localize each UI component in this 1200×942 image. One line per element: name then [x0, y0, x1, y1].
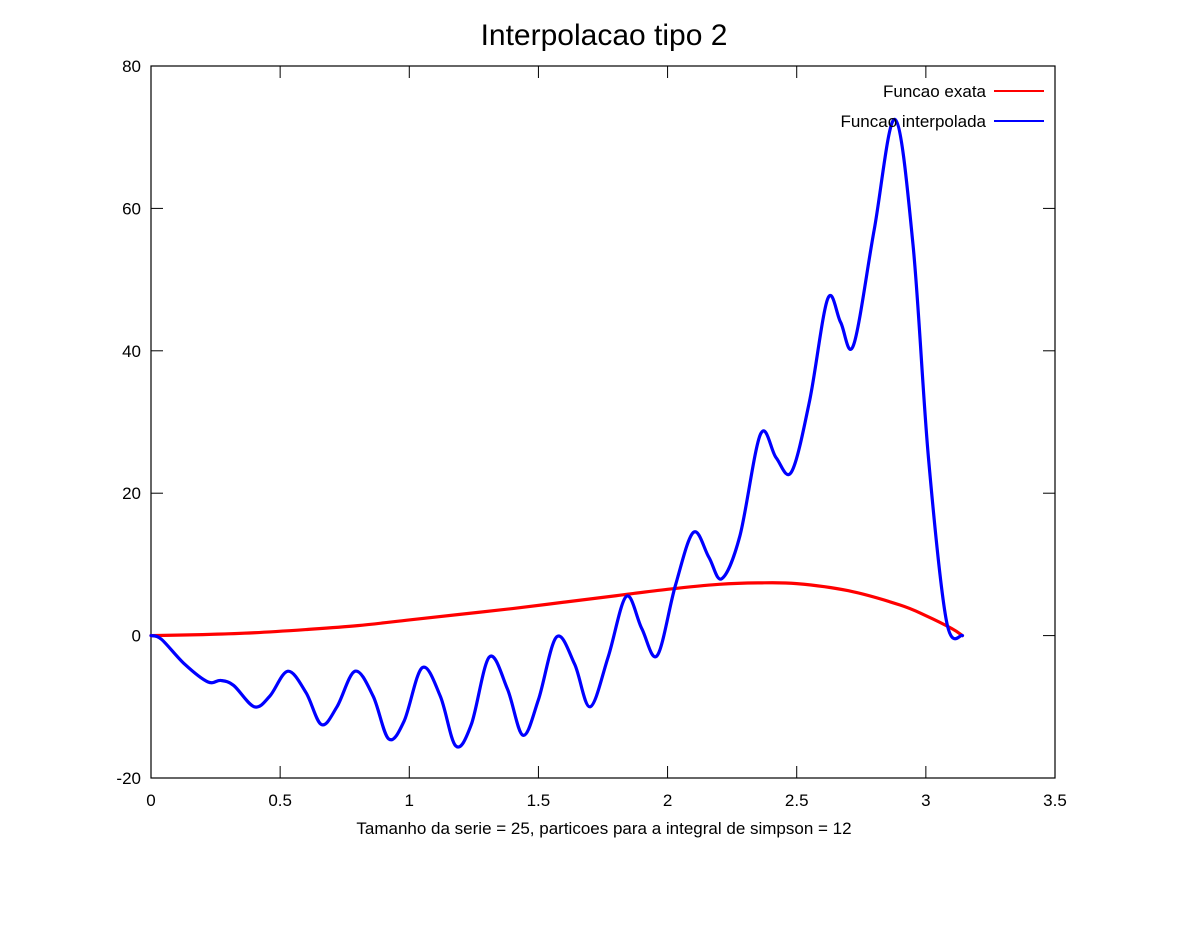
x-tick-label: 2.5	[785, 791, 809, 810]
series-lines	[149, 117, 965, 749]
x-tick-label: 0	[146, 791, 155, 810]
x-tick-label: 0.5	[268, 791, 292, 810]
y-tick-label: -20	[116, 769, 141, 788]
x-tick-label: 2	[663, 791, 672, 810]
y-tick-label: 0	[132, 627, 141, 646]
x-tick-label: 1	[405, 791, 414, 810]
y-tick-label: 20	[122, 484, 141, 503]
x-tick-label: 3	[921, 791, 930, 810]
y-tick-label: 40	[122, 342, 141, 361]
series-line-funcao-interpolada	[149, 117, 965, 749]
y-tick-label: 80	[122, 57, 141, 76]
axis-ticks: 0 0.5 1 1.5 2 2.5 3 3.5 -20 0 20 40 60 80	[116, 57, 1066, 810]
legend-label-interpolada: Funcao interpolada	[840, 112, 986, 131]
chart-title: Interpolacao tipo 2	[481, 19, 728, 52]
y-tick-label: 60	[122, 199, 141, 218]
x-tick-label: 3.5	[1043, 791, 1067, 810]
x-axis-label: Tamanho da serie = 25, particoes para a …	[356, 819, 851, 838]
series-line-funcao-exata	[149, 581, 965, 638]
x-tick-label: 1.5	[527, 791, 551, 810]
legend: Funcao exata Funcao interpolada	[840, 82, 1044, 131]
legend-label-exata: Funcao exata	[883, 82, 987, 101]
plot-frame	[150, 65, 1056, 779]
